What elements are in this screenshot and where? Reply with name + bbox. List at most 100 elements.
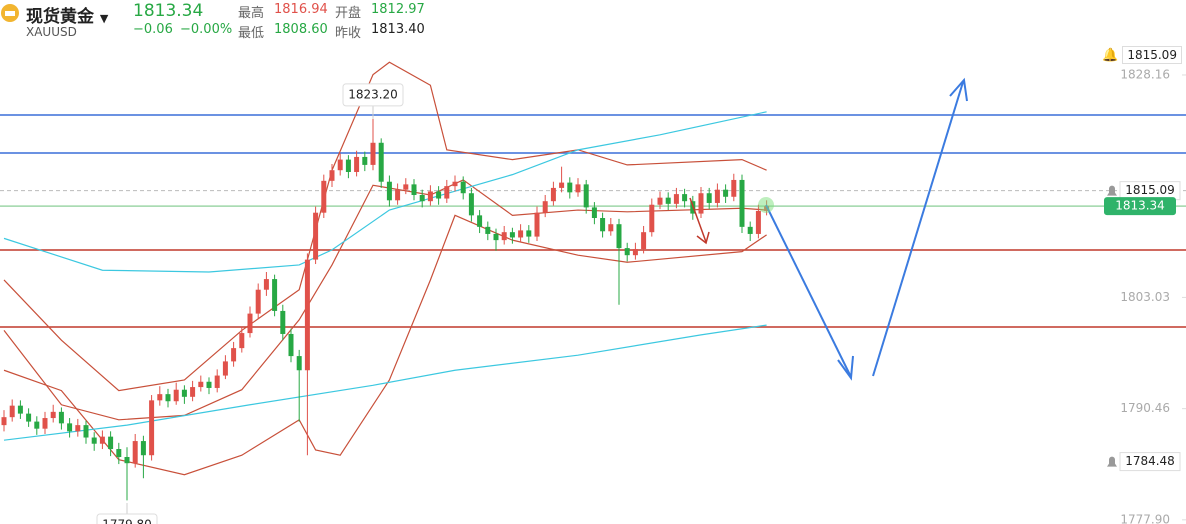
candle-body [345, 159, 351, 172]
candle-body [468, 193, 474, 216]
change: −0.06 [133, 22, 173, 37]
candle-body [559, 182, 565, 188]
candle-body [42, 418, 48, 429]
low-label: 最低 [238, 26, 265, 41]
change-pct: −0.00% [180, 22, 233, 37]
candle-body [755, 210, 761, 234]
candle-body [477, 215, 483, 227]
gold-icon [1, 4, 19, 22]
prev-label: 昨收 [335, 26, 362, 41]
candle-body [231, 348, 237, 362]
candle-body [706, 193, 712, 203]
dropdown-caret: ▼ [99, 12, 109, 25]
y-tick-label: 1803.03 [1120, 290, 1170, 304]
candle-body [682, 194, 688, 202]
candle-body [518, 230, 524, 238]
candle-body [698, 193, 704, 214]
candle-body [395, 189, 401, 201]
candle-body [58, 411, 64, 424]
candle-body [616, 224, 622, 249]
alert-tag[interactable]: 🔔 1815.09 [1102, 46, 1182, 64]
candle-body [124, 456, 130, 464]
bell-icon [1107, 456, 1117, 467]
candle-body [247, 313, 253, 334]
price-tag-label: 1784.48 [1125, 454, 1175, 468]
candle-body [509, 232, 515, 238]
plot: 1828.16 1803.03 1790.46 1777.90 1823.20 1779.… [0, 61, 1186, 524]
candle-body [9, 405, 15, 418]
candle-body [354, 156, 360, 172]
arrow-down [765, 204, 852, 378]
candle-body [198, 381, 204, 388]
arrow-head [949, 77, 968, 102]
candle-body [665, 197, 671, 204]
annotation-box [96, 513, 158, 524]
candle-body [550, 187, 556, 202]
candle-body [731, 179, 737, 197]
open-value: 1812.97 [371, 2, 425, 17]
candle-body [403, 184, 409, 190]
candle-body [206, 381, 212, 388]
annotation-box [342, 83, 404, 107]
logo [0, 2, 20, 26]
candle-body [723, 189, 729, 197]
candle-body [67, 423, 73, 432]
arrow-head [696, 231, 710, 245]
candle-body [190, 387, 196, 397]
symbol-name[interactable]: 现货黄金 ▼ [26, 2, 108, 27]
candle-body [157, 394, 163, 401]
candle-body [173, 389, 179, 402]
indicator-line [3, 324, 767, 441]
drawing-arrows [765, 77, 968, 381]
indicator-line [3, 61, 767, 392]
current-point-glow [758, 197, 774, 213]
candle-body [534, 212, 540, 237]
candle-body [337, 159, 343, 171]
candle-body [436, 191, 442, 199]
candle-body [378, 142, 384, 182]
candle-body [362, 156, 368, 165]
candle-body [272, 279, 278, 311]
candle-body [526, 230, 532, 237]
alert-value: 1815.09 [1122, 46, 1182, 64]
indicator-line [3, 111, 767, 273]
arrow-small [689, 197, 707, 243]
high-value: 1816.94 [274, 2, 328, 17]
candle-body [34, 421, 40, 429]
candle-body [649, 204, 655, 233]
candle-body [304, 259, 310, 371]
candle-body [501, 232, 507, 241]
prev-value: 1813.40 [371, 22, 425, 37]
candle-body [108, 436, 114, 450]
open-label: 开盘 [335, 6, 362, 21]
indicator-line [3, 179, 767, 421]
price-tag-box [1119, 452, 1181, 472]
candle-body [255, 289, 261, 314]
candle-body [17, 405, 23, 414]
candle-body [149, 400, 155, 456]
candle-body [608, 224, 614, 232]
symbol-code: XAUUSD [26, 25, 77, 39]
price-tag-box [1104, 197, 1176, 216]
candle-body [493, 233, 499, 241]
candle-body [673, 194, 679, 204]
candle-body [140, 441, 146, 456]
candle-body [1, 417, 7, 426]
candle-body [657, 197, 663, 205]
drawing-small-arrow [689, 197, 710, 245]
candle-body [444, 186, 450, 199]
arrow-up [872, 81, 964, 377]
candle-body [485, 226, 491, 234]
candle-body [132, 441, 138, 464]
candle-body [313, 212, 319, 260]
low-value: 1808.60 [274, 22, 328, 37]
candle-body [460, 181, 466, 194]
candle-body [386, 181, 392, 201]
candle-body [427, 191, 433, 202]
candle-body [370, 142, 376, 165]
y-tick-label: 1777.90 [1120, 512, 1170, 524]
candle-body [26, 413, 32, 422]
candle-body [75, 425, 81, 432]
